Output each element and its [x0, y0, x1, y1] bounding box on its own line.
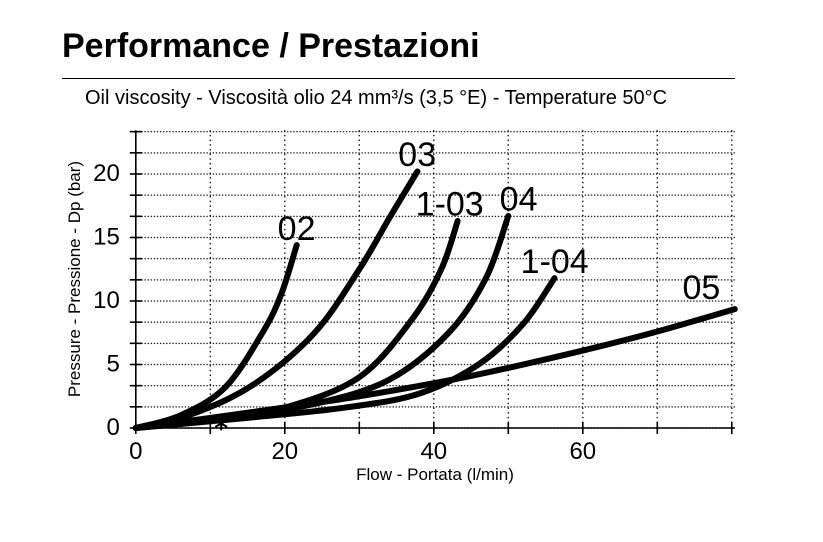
svg-text:10: 10 [93, 287, 120, 314]
svg-text:20: 20 [93, 160, 120, 187]
svg-text:60: 60 [569, 438, 596, 465]
svg-text:05: 05 [682, 269, 720, 307]
svg-text:5: 5 [106, 351, 119, 378]
svg-text:1-03: 1-03 [416, 186, 484, 224]
svg-text:1-04: 1-04 [521, 243, 589, 281]
svg-text:15: 15 [93, 224, 120, 251]
svg-text:0: 0 [106, 414, 119, 441]
svg-text:20: 20 [271, 438, 298, 465]
svg-text:Flow - Portata (l/min): Flow - Portata (l/min) [356, 465, 514, 484]
svg-text:Pressure - Pressione - Dp (bar: Pressure - Pressione - Dp (bar) [65, 161, 84, 397]
svg-text:40: 40 [420, 438, 447, 465]
svg-text:04: 04 [500, 181, 538, 219]
svg-text:0: 0 [129, 438, 142, 465]
svg-text:02: 02 [278, 210, 316, 248]
svg-text:03: 03 [398, 136, 436, 174]
